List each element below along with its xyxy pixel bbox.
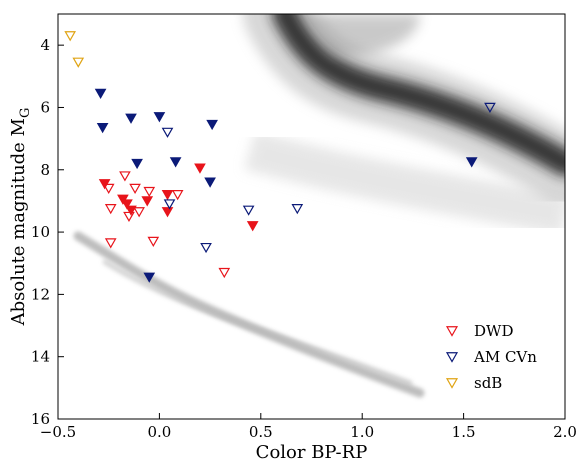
dwd-point: [129, 183, 141, 194]
legend-label-dwd: DWD: [474, 322, 513, 340]
field-star-density: [73, 14, 565, 398]
main-sequence-diffuse-below: [244, 130, 565, 235]
main-sequence-core: [272, 14, 565, 176]
y-tick-label: 14: [31, 348, 50, 366]
dwd-point: [121, 199, 133, 210]
am-cvn-point: [169, 157, 182, 168]
x-axis-title: Color BP-RP: [256, 442, 368, 463]
am-cvn-point: [94, 88, 107, 99]
y-tick-label: 16: [31, 410, 50, 428]
dwd-point: [246, 221, 259, 232]
am-cvn-point: [143, 272, 156, 283]
y-tick-label: 12: [31, 285, 50, 303]
am-cvn-point: [125, 113, 137, 124]
dwd-point: [141, 196, 154, 207]
dwd-point: [147, 236, 160, 247]
am-cvn-point: [96, 123, 109, 134]
am-cvn-point: [153, 112, 166, 123]
am-cvn-point: [484, 102, 496, 113]
legend-marker-sdb: [445, 378, 459, 389]
dwd-point: [104, 204, 117, 215]
legend-label-sdb: sdB: [474, 374, 502, 392]
y-tick-label: 8: [40, 161, 50, 179]
plot-frame: [57, 13, 566, 420]
dwd-point: [143, 186, 156, 198]
x-axis: −0.5 0.0 0.5 1.0 1.5 2.0: [40, 413, 577, 441]
legend-marker-dwd: [445, 326, 459, 337]
sdb-point: [72, 57, 85, 68]
dwd-point: [104, 238, 117, 249]
dwd-point: [102, 183, 115, 194]
am-cvn-point: [200, 242, 212, 254]
subgiant-spread: [300, 14, 420, 56]
dwd-point: [119, 171, 131, 182]
dwd-point: [125, 205, 137, 216]
dwd-point: [194, 163, 206, 174]
y-tick-label: 4: [40, 36, 50, 54]
dwd-point: [161, 190, 174, 201]
x-tick-label: 2.0: [553, 423, 577, 441]
am-cvn-point: [465, 157, 478, 168]
x-tick-label: 0.0: [147, 423, 171, 441]
dwd-point: [161, 207, 174, 218]
legend-label-am-cvn: AM CVn: [473, 348, 537, 366]
am-cvn-point: [131, 158, 143, 170]
am-cvn-point: [291, 204, 304, 215]
am-cvn-point: [206, 119, 218, 131]
y-axis: 4 6 8 10 12 14 16: [31, 36, 64, 428]
dwd-point: [171, 190, 184, 201]
am-cvn-point: [242, 205, 255, 216]
am-cvn-point: [204, 177, 216, 188]
white-dwarf-sequence-2: [102, 259, 413, 386]
am-cvn-point: [161, 127, 174, 138]
dwd-point: [123, 211, 135, 223]
markers: [64, 31, 496, 283]
y-tick-label: 6: [40, 98, 50, 116]
y-tick-label: 10: [31, 223, 50, 241]
sdb-point: [64, 31, 77, 42]
dwd-point: [218, 267, 231, 279]
white-dwarf-sequence: [73, 231, 425, 398]
y-axis-title-subscript: G: [18, 108, 33, 118]
x-tick-label: 0.5: [249, 423, 273, 441]
y-axis-title-main: Absolute magnitude M: [8, 118, 29, 326]
dwd-point: [133, 207, 145, 218]
legend-marker-am-cvn: [445, 352, 459, 363]
legend: DWD AM CVn sdB: [445, 322, 537, 392]
x-tick-label: −0.5: [40, 423, 76, 441]
x-tick-label: 1.0: [350, 423, 374, 441]
am-cvn-point: [163, 199, 176, 210]
x-tick-label: 1.5: [452, 423, 476, 441]
y-axis-title: Absolute magnitude MG: [8, 108, 33, 327]
